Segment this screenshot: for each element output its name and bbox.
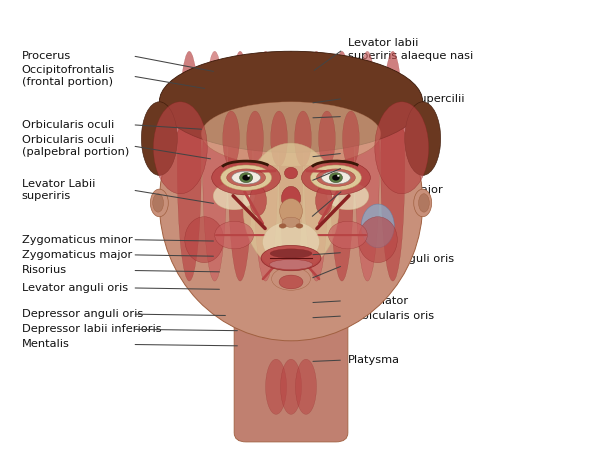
Ellipse shape: [263, 221, 319, 263]
Ellipse shape: [355, 51, 379, 281]
Ellipse shape: [223, 111, 239, 166]
FancyBboxPatch shape: [234, 313, 348, 442]
Ellipse shape: [160, 65, 423, 341]
Ellipse shape: [330, 51, 354, 281]
Text: Orbicularis oculi
(palpebral portion): Orbicularis oculi (palpebral portion): [22, 135, 129, 157]
Ellipse shape: [280, 199, 302, 224]
Ellipse shape: [381, 51, 405, 281]
Ellipse shape: [284, 167, 298, 179]
Ellipse shape: [151, 189, 169, 217]
Ellipse shape: [153, 194, 164, 212]
Ellipse shape: [281, 359, 301, 414]
Ellipse shape: [154, 102, 207, 194]
Ellipse shape: [160, 51, 423, 153]
Text: Orbicularis oculi: Orbicularis oculi: [22, 120, 114, 130]
Ellipse shape: [242, 175, 250, 180]
Ellipse shape: [269, 260, 313, 270]
Text: Levator anguli oris
(cut): Levator anguli oris (cut): [348, 254, 454, 277]
Text: Depressor labii inferioris: Depressor labii inferioris: [22, 325, 161, 334]
Ellipse shape: [310, 165, 361, 190]
Ellipse shape: [296, 224, 303, 228]
Ellipse shape: [301, 160, 370, 195]
Ellipse shape: [201, 102, 381, 166]
Ellipse shape: [279, 51, 303, 281]
Text: Mentalis: Mentalis: [22, 339, 70, 349]
Ellipse shape: [243, 143, 339, 272]
Ellipse shape: [328, 221, 367, 249]
Ellipse shape: [281, 186, 301, 210]
Text: Orbicularis oris: Orbicularis oris: [348, 311, 434, 321]
Text: Corrugator supercilii: Corrugator supercilii: [348, 94, 464, 104]
Ellipse shape: [254, 51, 278, 281]
Ellipse shape: [261, 245, 321, 271]
Ellipse shape: [272, 267, 310, 290]
Ellipse shape: [185, 217, 224, 263]
Ellipse shape: [203, 51, 227, 281]
Ellipse shape: [414, 189, 431, 217]
Ellipse shape: [332, 175, 340, 180]
Text: Levator Labii
superiris: Levator Labii superiris: [22, 179, 95, 201]
Text: Occipitofrontalis
(frontal portion): Occipitofrontalis (frontal portion): [22, 65, 115, 87]
Ellipse shape: [375, 102, 429, 194]
Ellipse shape: [266, 359, 287, 414]
Text: Risorius: Risorius: [22, 266, 67, 276]
Ellipse shape: [279, 224, 286, 228]
Text: Depressor anguli oris: Depressor anguli oris: [22, 309, 143, 319]
Ellipse shape: [271, 111, 287, 166]
Ellipse shape: [316, 186, 332, 216]
Ellipse shape: [361, 204, 394, 248]
Ellipse shape: [327, 182, 369, 210]
Ellipse shape: [247, 175, 250, 177]
Ellipse shape: [228, 51, 252, 281]
Ellipse shape: [304, 51, 328, 281]
Text: Buccinator: Buccinator: [348, 296, 409, 306]
Ellipse shape: [316, 169, 355, 186]
Ellipse shape: [322, 171, 350, 184]
Ellipse shape: [343, 111, 359, 166]
Text: Nasalis: Nasalis: [348, 148, 388, 158]
Ellipse shape: [177, 51, 201, 281]
Text: Zygomaticus
minor and major
(cut): Zygomaticus minor and major (cut): [348, 173, 443, 207]
Ellipse shape: [279, 275, 303, 289]
Ellipse shape: [319, 111, 335, 166]
Ellipse shape: [295, 111, 311, 166]
Ellipse shape: [232, 171, 260, 184]
Text: Procerus: Procerus: [22, 51, 71, 61]
Ellipse shape: [419, 194, 430, 212]
Text: Levator labii
superiris: Levator labii superiris: [348, 156, 418, 179]
Ellipse shape: [142, 102, 177, 175]
Ellipse shape: [250, 186, 266, 216]
Text: Levator anguli oris: Levator anguli oris: [22, 283, 128, 293]
Ellipse shape: [213, 182, 255, 210]
Ellipse shape: [239, 172, 253, 183]
Ellipse shape: [270, 249, 312, 258]
Ellipse shape: [282, 217, 300, 227]
Text: Zygomaticus minor: Zygomaticus minor: [22, 235, 132, 245]
Text: Zygomaticus major: Zygomaticus major: [22, 250, 132, 260]
Ellipse shape: [221, 165, 272, 190]
Ellipse shape: [247, 111, 263, 166]
Ellipse shape: [227, 169, 266, 186]
Ellipse shape: [212, 160, 281, 195]
Ellipse shape: [296, 359, 316, 414]
Ellipse shape: [329, 172, 343, 183]
Text: Levator labii
superiris alaeque nasi: Levator labii superiris alaeque nasi: [348, 38, 473, 60]
Text: Temporalis: Temporalis: [348, 112, 409, 122]
Ellipse shape: [337, 175, 340, 177]
Ellipse shape: [215, 221, 254, 249]
Text: Platysma: Platysma: [348, 355, 400, 365]
Ellipse shape: [358, 217, 397, 263]
Text: Masseter: Masseter: [348, 248, 400, 258]
Ellipse shape: [405, 102, 440, 175]
